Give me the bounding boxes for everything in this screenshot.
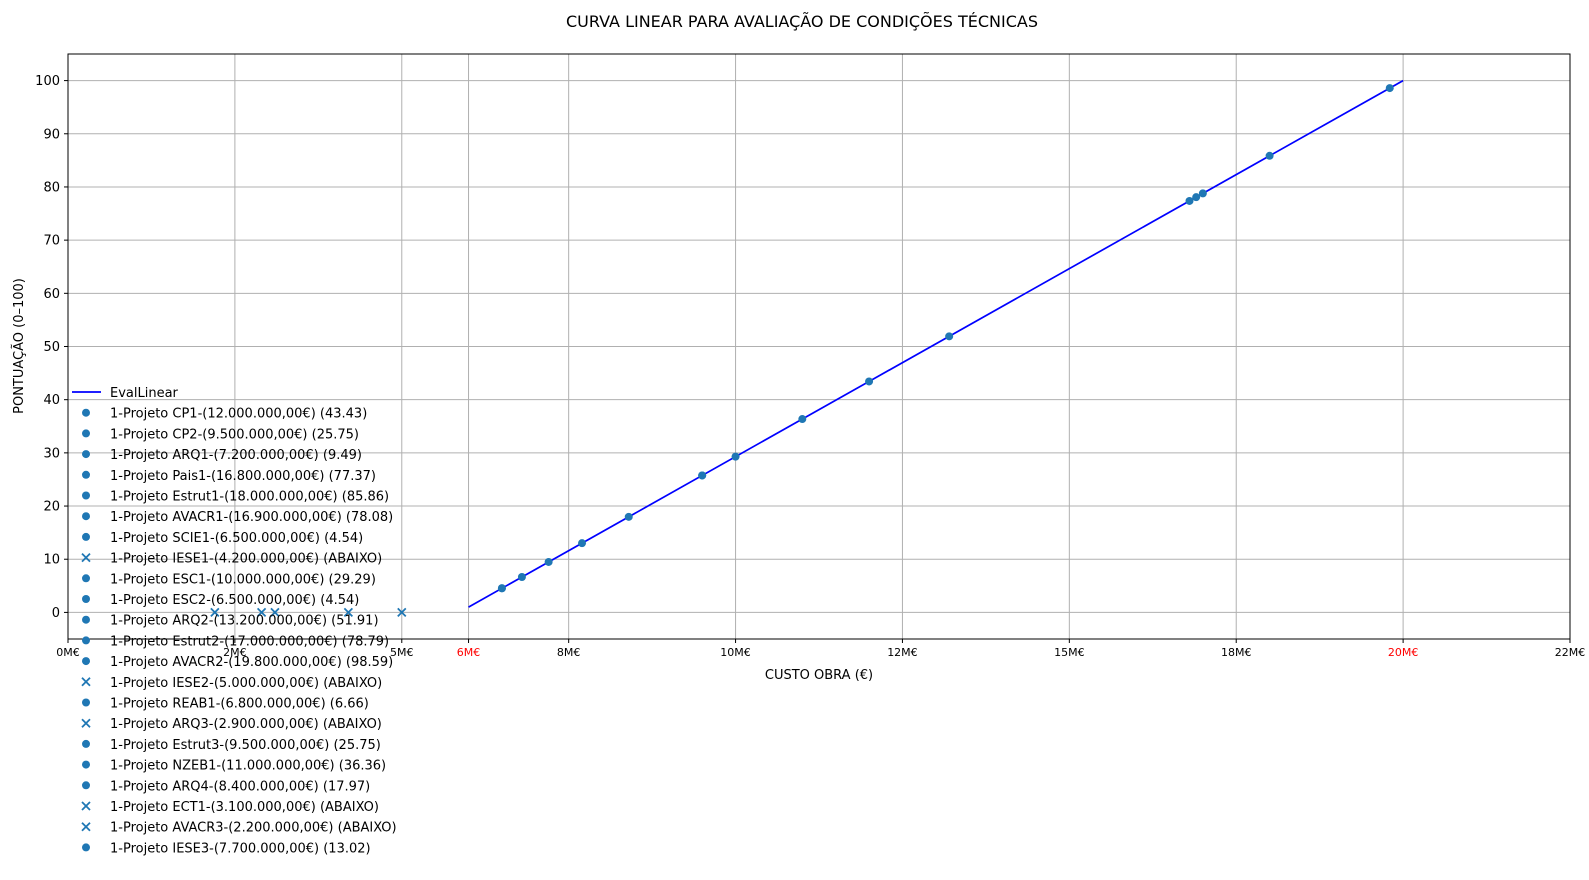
y-tick-label: 40 <box>43 393 60 408</box>
data-point <box>497 584 506 593</box>
legend-entry-label: 1-Projeto Pais1-(16.800.000,00€) (77.37) <box>110 469 376 484</box>
legend-marker <box>82 698 90 707</box>
legend-marker <box>82 760 90 769</box>
legend-marker <box>82 657 90 666</box>
y-axis-label: PONTUAÇÃO (0–100) <box>11 278 27 414</box>
legend-entry-label: 1-Projeto IESE1-(4.200.000,00€) (ABAIXO) <box>110 552 382 567</box>
data-point <box>578 539 587 548</box>
legend-marker <box>82 470 90 479</box>
x-tick-label: 2M€ <box>223 646 247 659</box>
legend-entry-label: EvalLinear <box>110 386 179 401</box>
data-point <box>343 607 354 618</box>
legend-entry-label: 1-Projeto Estrut1-(18.000.000,00€) (85.8… <box>110 490 389 505</box>
y-tick-label: 50 <box>43 340 60 355</box>
legend-entry-label: 1-Projeto AVACR3-(2.200.000,00€) (ABAIXO… <box>110 821 397 836</box>
y-tick-label: 20 <box>43 500 60 515</box>
legend-entry-label: 1-Projeto REAB1-(6.800.000,00€) (6.66) <box>110 697 369 712</box>
y-tick-label: 60 <box>43 287 60 302</box>
data-point <box>270 607 280 618</box>
data-point <box>698 471 707 480</box>
legend-entry-label: 1-Projeto ESC1-(10.000.000,00€) (29.29) <box>110 572 376 587</box>
legend-marker <box>82 450 90 459</box>
legend-entry-label: 1-Projeto AVACR2-(19.800.000,00€) (98.59… <box>110 655 393 670</box>
legend-entry-label: 1-Projeto IESE2-(5.000.000,00€) (ABAIXO) <box>110 676 382 691</box>
legend-entry-label: 1-Projeto Estrut2-(17.000.000,00€) (78.7… <box>110 634 389 649</box>
y-tick-label: 10 <box>43 553 60 568</box>
data-point <box>945 332 954 341</box>
legend-entry-label: 1-Projeto SCIE1-(6.500.000,00€) (4.54) <box>110 531 363 546</box>
data-point <box>210 607 220 618</box>
data-points <box>210 84 1394 618</box>
evallinear-series-line <box>468 79 1404 608</box>
legend-marker <box>82 781 90 790</box>
data-point <box>256 607 267 618</box>
legend-marker <box>82 636 90 645</box>
x-tick-label: 22M€ <box>1555 646 1586 659</box>
legend-marker <box>82 595 90 603</box>
x-axis-label: CUSTO OBRA (€) <box>765 668 873 683</box>
grid <box>67 54 1571 639</box>
legend-marker <box>82 491 90 500</box>
legend-entry-label: 1-Projeto CP2-(9.500.000,00€) (25.75) <box>110 427 359 442</box>
y-tick-label: 90 <box>43 127 60 142</box>
legend-entry-label: 1-Projeto CP1-(12.000.000,00€) (43.43) <box>110 407 367 422</box>
legend-entry-label: 1-Projeto Estrut3-(9.500.000,00€) (25.75… <box>110 738 381 753</box>
data-point <box>1265 151 1274 160</box>
legend-entry-label: 1-Projeto ESC2-(6.500.000,00€) (4.54) <box>110 593 359 608</box>
legend-marker <box>82 429 90 438</box>
x-tick-label: 15M€ <box>1054 646 1085 659</box>
x-tick-label: 20M€ <box>1388 646 1419 659</box>
x-axis-ticks: 0M€ 2M€ 5M€ 6M€ 8M€ 10M€ 12M€ 15M€ 18M€ 20M€ 22M€ <box>56 639 1585 659</box>
y-tick-label: 70 <box>43 234 60 249</box>
legend-marker <box>81 552 91 563</box>
x-tick-label: 10M€ <box>720 646 751 659</box>
legend: EvalLinear 1-Projeto CP1-(12.000.000,00€)… <box>72 386 397 856</box>
y-tick-label: 0 <box>52 606 60 621</box>
legend-marker <box>81 677 91 687</box>
legend-entry-label: 1-Projeto ARQ1-(7.200.000,00€) (9.49) <box>110 448 362 463</box>
line-layer <box>468 79 1404 608</box>
legend-entry-label: 1-Projeto ARQ2-(13.200.000,00€) (51.91) <box>110 614 379 629</box>
data-point <box>1192 193 1201 202</box>
legend-entry-label: 1-Projeto NZEB1-(11.000.000,00€) (36.36) <box>110 759 386 774</box>
legend-marker <box>82 843 90 852</box>
legend-marker <box>81 718 91 728</box>
data-point <box>397 607 407 618</box>
x-tick-label: 18M€ <box>1221 646 1252 659</box>
x-tick-label: 8M€ <box>557 646 581 659</box>
legend-entry-label: 1-Projeto ARQ3-(2.900.000,00€) (ABAIXO) <box>110 717 382 732</box>
data-point <box>517 572 526 581</box>
legend-entry-label: 1-Projeto ECT1-(3.100.000,00€) (ABAIXO) <box>110 800 379 815</box>
data-point <box>1385 84 1394 93</box>
y-tick-label: 80 <box>43 180 60 195</box>
data-point <box>798 415 807 424</box>
y-axis-ticks: 0 10 20 30 40 50 60 70 80 90 100 <box>35 74 68 621</box>
legend-marker <box>81 801 91 811</box>
data-point <box>731 452 740 461</box>
chart-title: CURVA LINEAR PARA AVALIAÇÃO DE CONDIÇÕES… <box>566 12 1038 31</box>
legend-entry-label: 1-Projeto ARQ4-(8.400.000,00€) (17.97) <box>110 779 370 794</box>
data-point <box>624 512 633 521</box>
legend-marker <box>82 615 90 624</box>
legend-marker <box>82 739 90 748</box>
x-tick-label: 0M€ <box>56 646 80 659</box>
data-point <box>1198 189 1207 198</box>
y-tick-label: 30 <box>43 446 60 461</box>
legend-entry-label: 1-Projeto IESE3-(7.700.000,00€) (13.02) <box>110 841 371 856</box>
data-point <box>1185 196 1194 205</box>
x-tick-label: 6M€ <box>457 646 481 659</box>
legend-marker <box>82 574 90 583</box>
legend-entry-label: 1-Projeto AVACR1-(16.900.000,00€) (78.08… <box>110 510 393 525</box>
x-tick-label: 5M€ <box>390 646 414 659</box>
data-point <box>544 557 553 566</box>
legend-marker <box>81 822 91 832</box>
x-tick-label: 12M€ <box>887 646 918 659</box>
legend-marker <box>82 512 90 521</box>
data-point <box>865 377 874 386</box>
y-tick-label: 100 <box>35 74 60 89</box>
legend-marker <box>82 532 90 541</box>
legend-marker <box>82 408 90 417</box>
